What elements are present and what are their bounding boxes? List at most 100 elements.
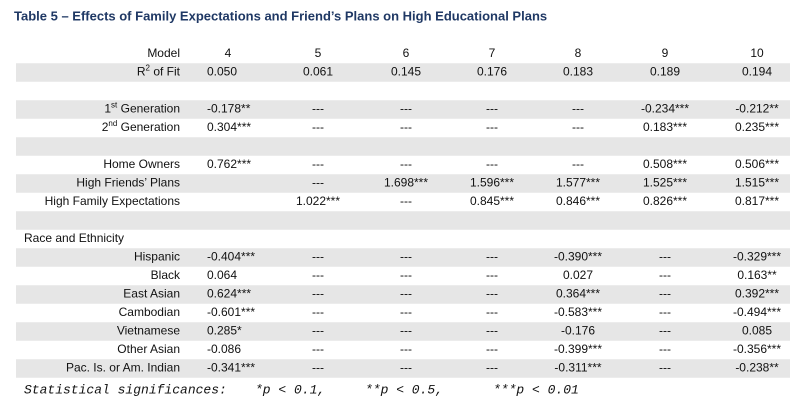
cell: 0.027 [563, 268, 593, 282]
row-shade [16, 174, 790, 193]
cell: --- [486, 305, 498, 319]
cell: 0.163** [737, 268, 777, 282]
cell: 0.235*** [735, 120, 779, 134]
cell: --- [486, 324, 498, 338]
row-shade [16, 211, 790, 230]
cell: --- [400, 342, 412, 356]
footnote-label: Statistical significances: [24, 382, 227, 397]
cell: 1.525*** [643, 176, 687, 190]
cell: --- [312, 102, 324, 116]
cell: --- [400, 287, 412, 301]
row-label: Pac. Is. or Am. Indian [66, 361, 180, 375]
superscript: 2 [146, 63, 151, 72]
cell: -0.341*** [207, 361, 255, 375]
cell: --- [486, 361, 498, 375]
cell: 0.085 [742, 324, 772, 338]
row-shade [16, 137, 790, 156]
cell: 0.183 [563, 65, 593, 79]
cell: 0.145 [391, 65, 421, 79]
footnote-item: **p < 0.5, [365, 382, 443, 397]
cell: --- [659, 305, 671, 319]
column-header: 5 [315, 46, 322, 60]
cell: 0.826*** [643, 194, 687, 208]
cell: --- [572, 120, 584, 134]
row-label: High Friends’ Plans [76, 176, 180, 190]
cell: -0.390*** [554, 250, 602, 264]
footnote-item: *p < 0.1, [255, 382, 325, 397]
cell: --- [400, 157, 412, 171]
row-shade [16, 100, 790, 119]
row-shade [16, 322, 790, 341]
cell: --- [400, 194, 412, 208]
cell: -0.238** [735, 361, 779, 375]
cell: --- [659, 268, 671, 282]
cell: -0.329*** [733, 250, 781, 264]
cell: 1.022*** [296, 194, 340, 208]
cell: --- [400, 268, 412, 282]
superscript: nd [108, 119, 117, 128]
cell: -0.404*** [207, 250, 255, 264]
cell: -0.399*** [554, 342, 602, 356]
column-header: 4 [225, 46, 232, 60]
cell: --- [659, 342, 671, 356]
cell: --- [486, 268, 498, 282]
row-shade [16, 63, 790, 82]
cell: 0.846*** [556, 194, 600, 208]
cell: --- [400, 250, 412, 264]
cell: 0.183*** [643, 120, 687, 134]
cell: -0.583*** [554, 305, 602, 319]
cell: --- [312, 250, 324, 264]
cell: 0.364*** [556, 287, 600, 301]
column-header: 7 [489, 46, 496, 60]
header-label: Model [147, 46, 180, 60]
row-label: Cambodian [119, 305, 180, 319]
superscript: st [111, 100, 118, 109]
cell: -0.176 [561, 324, 595, 338]
cell: --- [486, 102, 498, 116]
footnote-item: ***p < 0.01 [493, 382, 579, 397]
cell: 1.596*** [470, 176, 514, 190]
cell: --- [312, 342, 324, 356]
cell: --- [659, 287, 671, 301]
cell: --- [400, 324, 412, 338]
row-label: Black [151, 268, 181, 282]
cell: --- [312, 120, 324, 134]
cell: 0.194 [742, 65, 772, 79]
cell: 0.061 [303, 65, 333, 79]
row-label: East Asian [123, 287, 180, 301]
cell: 0.176 [477, 65, 507, 79]
row-shade [16, 285, 790, 304]
row-label: R2 of Fit [137, 63, 181, 79]
cell: 0.506*** [735, 157, 779, 171]
row-shade [16, 248, 790, 267]
row-label: 1st Generation [104, 100, 180, 116]
cell: -0.178** [207, 102, 251, 116]
cell: --- [312, 157, 324, 171]
cell: 0.189 [650, 65, 680, 79]
row-label: Other Asian [117, 342, 180, 356]
cell: --- [486, 250, 498, 264]
cell: -0.356*** [733, 342, 781, 356]
row-label: 2nd Generation [102, 119, 180, 135]
cell: 1.515*** [735, 176, 779, 190]
cell: 0.762*** [207, 157, 251, 171]
cell: -0.494*** [733, 305, 781, 319]
column-header: 9 [662, 46, 669, 60]
column-header: 6 [403, 46, 410, 60]
cell: --- [400, 305, 412, 319]
cell: --- [312, 361, 324, 375]
cell: -0.212** [735, 102, 779, 116]
cell: 0.285* [207, 324, 242, 338]
cell: --- [659, 324, 671, 338]
cell: --- [486, 287, 498, 301]
cell: --- [572, 157, 584, 171]
cell: --- [312, 324, 324, 338]
cell: --- [312, 268, 324, 282]
cell: --- [400, 361, 412, 375]
cell: --- [400, 120, 412, 134]
label-part: 2 [102, 120, 109, 134]
section-heading: Race and Ethnicity [24, 231, 124, 245]
cell: --- [659, 361, 671, 375]
cell: --- [486, 342, 498, 356]
cell: 0.624*** [207, 287, 251, 301]
